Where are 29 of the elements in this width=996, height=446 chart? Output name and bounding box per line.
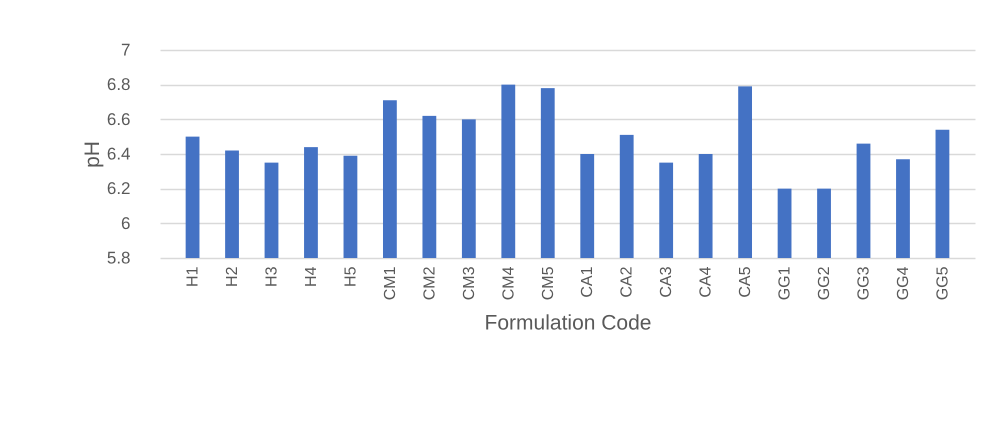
y-tick-label: 5.8 [106, 248, 130, 268]
x-tick-label: CA4 [698, 266, 715, 298]
x-tick-label: GG3 [856, 266, 873, 300]
x-tick-label: CA5 [737, 266, 754, 298]
x-axis-title: Formulation Code [484, 311, 652, 334]
y-tick-label: 6.4 [106, 144, 130, 164]
x-tick-label: H3 [263, 266, 280, 287]
x-tick-label: CM1 [382, 266, 399, 300]
x-tick-label: H4 [302, 266, 320, 287]
x-tick-label: GG1 [776, 266, 794, 300]
y-axis-title: pH [80, 141, 104, 168]
x-tick-label: H2 [224, 266, 242, 287]
x-tick-label: CM5 [540, 266, 557, 300]
x-tick-label: CM4 [500, 266, 518, 300]
x-tick-label: CA2 [618, 266, 636, 298]
x-tick-label: H1 [184, 266, 202, 287]
y-tick-label: 7 [121, 40, 130, 60]
y-tick-label: 6 [121, 214, 130, 233]
y-tick-label: 6.2 [106, 179, 130, 198]
x-tick-label: CA3 [658, 266, 676, 298]
x-tick-label: CA1 [579, 266, 596, 298]
x-tick-label: GG5 [934, 266, 952, 300]
x-tick-label: CM3 [460, 266, 478, 300]
x-tick-label: CM2 [421, 266, 438, 300]
y-tick-label: 6.6 [106, 110, 130, 129]
x-tick-label: GG2 [816, 266, 834, 300]
y-tick-label: 6.8 [106, 75, 130, 94]
x-tick-label: GG4 [894, 266, 912, 300]
x-tick-label: H5 [342, 266, 360, 287]
